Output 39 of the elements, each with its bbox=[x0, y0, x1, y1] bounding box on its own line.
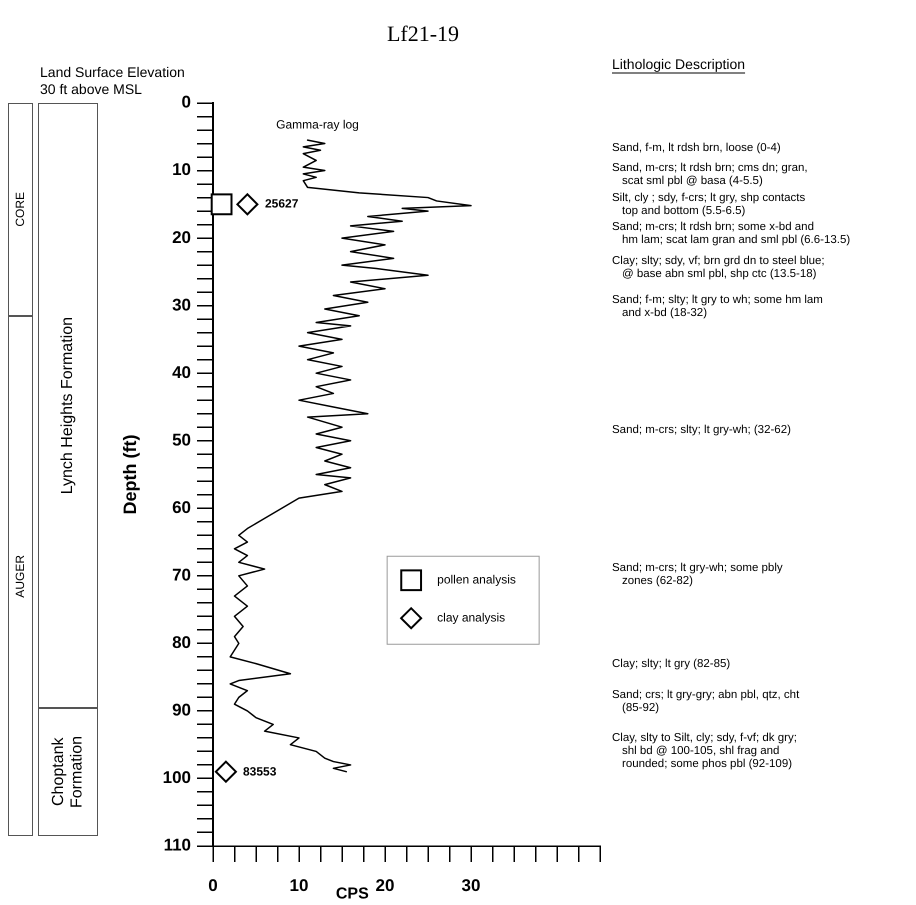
legend-label: pollen analysis bbox=[437, 572, 516, 587]
text: Sand; crs; lt gry-gry; abn pbl, qtz, cht (85-92) bbox=[612, 689, 800, 714]
chart-title: Lf21-19 bbox=[386, 20, 460, 46]
labelled-box: Lynch Heights Formation bbox=[38, 103, 98, 708]
y-tick-label: 70 bbox=[172, 566, 191, 585]
y-tick-label: 100 bbox=[162, 768, 191, 788]
y-tick-label: 30 bbox=[172, 295, 191, 314]
text: Clay; slty; lt gry (82-85) bbox=[612, 658, 730, 670]
text: Sand; m-crs; slty; lt gry-wh; (32-62) bbox=[612, 424, 792, 436]
annotation: 83553 bbox=[243, 764, 277, 778]
text: Sand, f-m, lt rdsh brn, loose (0-4) bbox=[612, 142, 781, 154]
legend-label: clay analysis bbox=[437, 610, 506, 625]
y-tick-label: 40 bbox=[172, 362, 191, 382]
text: Sand; m-crs; lt gry-wh; some pbly zones (62-82) bbox=[612, 562, 783, 588]
x-axis-title: CPS bbox=[336, 885, 370, 902]
x-tick-label: 0 bbox=[208, 876, 218, 895]
text: Clay; slty; sdy, vf; brn grd dn to steel blue; @ base abn sml pbl, shp ctc (13.5-18) bbox=[612, 255, 825, 280]
text: Lithologic Description bbox=[612, 56, 746, 72]
y-tick-label: 60 bbox=[172, 498, 191, 517]
text: Sand; m-crs; lt rdsh brn; some x-bd and hm lam; scat lam gran and sml pbl (6.6-13.5) bbox=[612, 221, 850, 246]
y-axis-title: Depth (ft) bbox=[120, 434, 140, 514]
y-tick-label: 110 bbox=[164, 836, 191, 855]
y-tick-label: 90 bbox=[172, 700, 191, 720]
text: Silt, cly ; sdy, f-crs; lt gry, shp contacts top and bottom (5.5-6.5) bbox=[612, 192, 806, 218]
x-tick-label: 20 bbox=[376, 876, 394, 895]
series-label: Gamma-ray log bbox=[276, 117, 359, 132]
annotation: 25627 bbox=[265, 196, 299, 210]
y-tick-label: 20 bbox=[172, 228, 191, 247]
text: Sand, m-crs; lt rdsh brn; cms dn; gran, scat sml pbl @ basa (4-5.5) bbox=[612, 162, 808, 188]
x-tick-label: 10 bbox=[290, 876, 308, 895]
y-tick-label: 80 bbox=[172, 633, 191, 652]
labelled-box: CORE bbox=[8, 103, 33, 316]
text: Sand; f-m; slty; lt gry to wh; some hm lam and x-bd (18-32) bbox=[612, 294, 823, 320]
y-tick-label: 10 bbox=[172, 160, 191, 180]
labelled-box: Choptank Formation bbox=[38, 708, 98, 836]
text: Clay, slty to Silt, cly; sdy, f-vf; dk gry; shl bd @ 100-105, shl frag and rounded; some phos pbl (92-109) bbox=[612, 732, 797, 770]
labelled-box: AUGER bbox=[8, 316, 33, 836]
y-tick-label: 50 bbox=[172, 430, 191, 450]
x-tick-label: 30 bbox=[462, 876, 480, 895]
